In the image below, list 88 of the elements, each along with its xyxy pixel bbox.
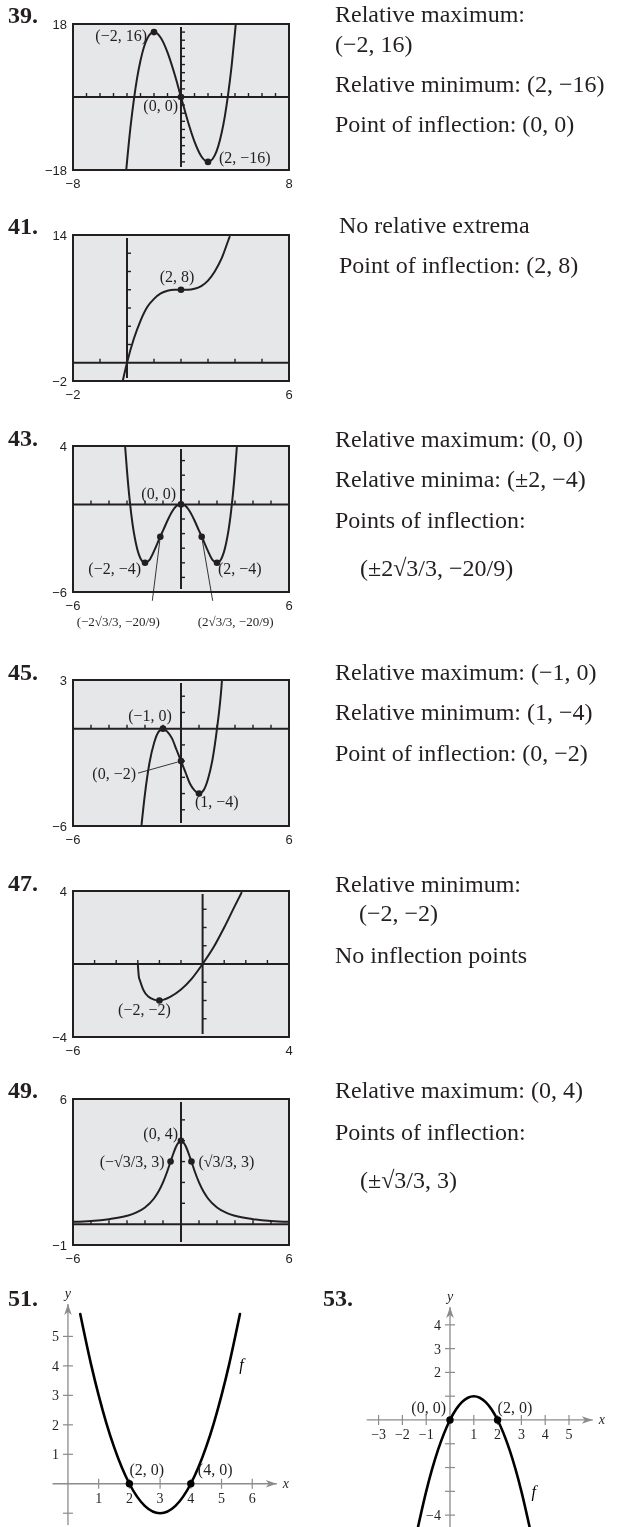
y-axis-title: y (444, 1289, 454, 1304)
annotation: (−2, 16) (95, 27, 147, 46)
x-tick-label: 5 (565, 1426, 573, 1442)
x-tick-label: 1 (95, 1490, 103, 1506)
annotation: (0, 4) (143, 1124, 178, 1143)
annotation: (−2, −2) (118, 1000, 171, 1019)
annotation: (−2√3/3, −20/9) (76, 613, 160, 629)
annotation: (0, 0) (143, 97, 178, 115)
x-tick-label: 5 (218, 1490, 226, 1506)
annotation: (0, 0) (411, 1398, 446, 1417)
x-tick-label: −8 (65, 176, 81, 191)
annotation: (√3/3, 3) (198, 1152, 255, 1171)
text: Relative minimum: (2, −16) (335, 71, 605, 97)
text: Points of inflection: (335, 507, 526, 533)
series-label: f (531, 1483, 539, 1502)
x-tick-label: 2 (125, 1490, 133, 1506)
text: Relative minima: (±2, −4) (335, 466, 586, 492)
x-tick-label: 4 (541, 1426, 549, 1442)
x-axis-title: x (281, 1475, 290, 1491)
text: No relative extrema (339, 212, 530, 238)
chart-title: 49. (8, 1077, 38, 1103)
y-tick-label: 4 (59, 883, 67, 899)
y-tick-label: 14 (52, 227, 67, 243)
y-tick-label: −6 (52, 584, 67, 600)
chart-title: 39. (8, 2, 38, 28)
y-tick-label: 6 (59, 1091, 67, 1107)
chart-title: 43. (8, 425, 38, 451)
y-tick-label: 3 (434, 1341, 441, 1357)
x-tick-label: 6 (248, 1490, 256, 1506)
text: (±2√3/3, −20/9) (360, 555, 514, 581)
chart-title: 41. (8, 213, 38, 239)
x-tick-label: 8 (285, 176, 293, 191)
y-tick-label: 4 (434, 1317, 441, 1333)
chart-title: 51. (8, 1285, 38, 1311)
x-tick-label: −2 (394, 1426, 410, 1442)
text: Relative minimum: (335, 871, 521, 897)
text: (−2, 16) (335, 31, 413, 57)
annotation: (0, −2) (92, 765, 136, 784)
y-tick-label: −4 (426, 1508, 441, 1524)
annotation: (−1, 0) (128, 706, 172, 725)
text: Points of inflection: (335, 1119, 526, 1145)
text: Point of inflection: (2, 8) (339, 252, 579, 278)
annotation: (1, −4) (195, 792, 239, 811)
text: Relative minimum: (1, −4) (335, 699, 593, 725)
y-tick-label: −2 (52, 373, 67, 389)
x-tick-label: 4 (187, 1490, 195, 1506)
y-tick-label: 5 (51, 1329, 59, 1345)
y-tick-label: 3 (51, 1388, 59, 1404)
chart-title: 53. (323, 1285, 353, 1311)
x-tick-label: 3 (156, 1490, 164, 1506)
chart-title: 45. (8, 659, 38, 685)
text: (−2, −2) (359, 900, 439, 926)
y-tick-label: 3 (59, 672, 67, 688)
annotation: (2, −4) (218, 559, 262, 578)
text: Relative maximum: (335, 1, 525, 27)
y-tick-label: 4 (51, 1358, 59, 1374)
chart-title: 47. (8, 870, 38, 896)
y-tick-label: −1 (52, 1237, 67, 1253)
text: Point of inflection: (0, 0) (335, 111, 575, 137)
text: Relative maximum: (0, 4) (335, 1077, 583, 1103)
y-tick-label: −4 (52, 1029, 67, 1045)
annotation: (2√3/3, −20/9) (197, 613, 274, 629)
text: (±√3/3, 3) (360, 1167, 457, 1193)
y-tick-label: 4 (59, 438, 67, 454)
x-tick-label: 1 (470, 1426, 478, 1442)
annotation: (0, 0) (141, 485, 176, 504)
annotation: (−√3/3, 3) (99, 1152, 165, 1171)
text: No inflection points (335, 942, 527, 968)
annotation: (4, 0) (197, 1460, 233, 1479)
y-tick-label: 1 (51, 1447, 59, 1463)
x-tick-label: 2 (494, 1426, 502, 1442)
annotation: (2, 0) (129, 1460, 165, 1479)
x-axis-title: x (597, 1412, 606, 1428)
y-tick-label: −6 (52, 818, 67, 834)
annotation: (2, 8) (159, 267, 195, 286)
y-tick-label: 2 (434, 1365, 441, 1381)
y-tick-label: 18 (52, 16, 67, 32)
annotation: (−2, −4) (88, 559, 141, 578)
annotation: (2, 0) (497, 1398, 533, 1417)
y-axis-title: y (62, 1286, 72, 1301)
text: Relative maximum: (−1, 0) (335, 659, 597, 685)
series-label: f (239, 1356, 247, 1375)
y-tick-label: −18 (44, 162, 67, 178)
text: Relative maximum: (0, 0) (335, 426, 583, 452)
annotation: (2, −16) (219, 148, 271, 167)
text: Point of inflection: (0, −2) (335, 740, 588, 766)
x-tick-label: 3 (517, 1426, 525, 1442)
x-tick-label: −3 (371, 1426, 387, 1442)
